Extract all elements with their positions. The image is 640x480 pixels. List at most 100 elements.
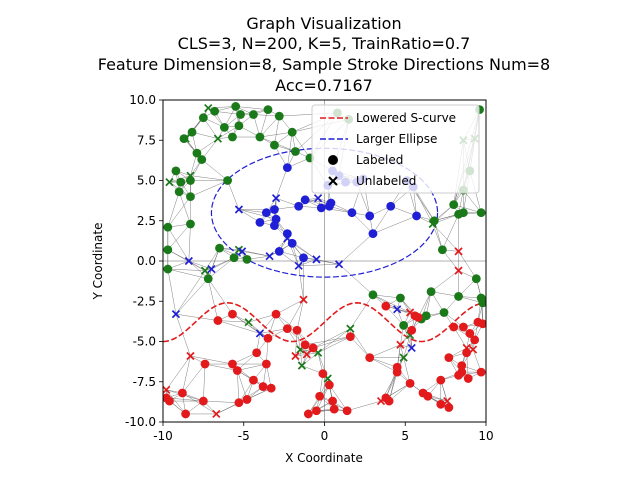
point-unlabeled-green [213, 134, 223, 143]
graph-edge [400, 344, 404, 358]
graph-edge [275, 313, 298, 331]
point-labeled-green [231, 102, 241, 111]
graph-edge [298, 265, 304, 300]
point-labeled-green [187, 127, 197, 137]
point-labeled-red [329, 404, 339, 414]
graph-edge [409, 335, 412, 348]
graph-edge [235, 106, 268, 110]
point-labeled-red [303, 409, 313, 419]
point-unlabeled-green [181, 134, 190, 143]
graph-edge [190, 180, 228, 197]
graph-edge [166, 355, 191, 390]
point-unlabeled-blue [265, 252, 274, 261]
point-labeled-red [181, 409, 191, 419]
graph-edge [167, 191, 180, 228]
graph-edge [167, 268, 206, 271]
graph-edge [351, 212, 374, 234]
point-unlabeled-red [443, 396, 452, 406]
graph-edge [238, 380, 254, 403]
point-labeled-red [252, 348, 262, 358]
point-labeled-green [439, 308, 449, 317]
point-labeled-red [476, 367, 486, 377]
point-unlabeled-green [186, 171, 195, 180]
graph-edge [295, 354, 307, 357]
graph-edge [338, 264, 374, 295]
point-labeled-red [242, 395, 252, 404]
point-labeled-red [405, 378, 415, 388]
legend-swatch-labeled [328, 155, 338, 165]
point-unlabeled-blue [283, 234, 292, 243]
point-labeled-green [163, 264, 173, 274]
point-unlabeled-blue [171, 310, 181, 319]
graph-edge [369, 357, 398, 373]
point-labeled-red [312, 406, 321, 416]
graph-edge [248, 313, 277, 323]
point-labeled-green [437, 245, 447, 255]
graph-edge [175, 314, 191, 357]
graph-edge [274, 116, 280, 146]
point-unlabeled-blue [407, 343, 416, 353]
point-labeled-red [457, 361, 467, 371]
graph-edge [192, 131, 218, 139]
graph-edge [259, 131, 293, 138]
point-labeled-red [198, 396, 208, 406]
point-labeled-green [421, 311, 431, 321]
graph-edge [291, 132, 311, 159]
point-labeled-red [324, 380, 334, 390]
point-labeled-blue [274, 246, 284, 256]
graph-edge [208, 257, 235, 279]
point-unlabeled-green [399, 353, 408, 362]
point-labeled-red [232, 366, 242, 375]
point-labeled-red [328, 396, 337, 406]
graph-edge [350, 328, 370, 358]
graph-edge [303, 257, 340, 265]
graph-edge [232, 352, 257, 365]
point-labeled-blue [368, 229, 378, 239]
graph-edge [305, 336, 351, 345]
chart-title: Graph Visualization CLS=3, N=200, K=5, T… [98, 14, 550, 95]
point-unlabeled-green [165, 178, 174, 187]
graph-edge [178, 191, 191, 225]
point-labeled-green [210, 106, 220, 116]
graph-edge [204, 247, 220, 271]
graph-edge [372, 215, 417, 234]
point-labeled-green [186, 219, 195, 229]
graph-edge [432, 223, 443, 250]
point-labeled-red [228, 359, 237, 369]
point-labeled-red [392, 367, 402, 377]
y-tick-label: 7.5 [137, 133, 156, 147]
point-labeled-red [345, 332, 355, 342]
graph-edge [432, 223, 459, 252]
graph-edge [217, 320, 260, 334]
point-labeled-red [261, 359, 271, 369]
title-line-1: Graph Visualization [246, 14, 401, 33]
point-labeled-green [229, 253, 239, 263]
point-unlabeled-blue [334, 260, 344, 269]
graph-edge [167, 268, 209, 279]
x-tick-label: 5 [401, 429, 409, 443]
point-labeled-green [192, 148, 202, 158]
point-labeled-red [249, 375, 258, 385]
point-unlabeled-blue [271, 194, 281, 203]
point-unlabeled-red [302, 350, 311, 359]
graph-edge [300, 349, 303, 366]
graph-edge [317, 336, 351, 353]
point-labeled-red [228, 309, 237, 319]
graph-edge [453, 204, 482, 213]
point-labeled-red [470, 335, 480, 345]
graph-edge [238, 209, 267, 213]
point-labeled-blue [300, 195, 310, 205]
point-labeled-green [234, 121, 244, 131]
graph-edge [237, 370, 240, 403]
graph-edge [275, 299, 304, 315]
graph-edge [237, 370, 248, 400]
graph-edge [372, 206, 391, 234]
point-labeled-green [476, 208, 486, 218]
point-unlabeled-blue [393, 305, 402, 314]
point-unlabeled-red [299, 295, 308, 304]
graph-edge [201, 159, 228, 181]
point-labeled-blue [326, 198, 336, 208]
point-labeled-green [242, 254, 252, 264]
point-labeled-blue [282, 229, 292, 239]
legend-box [311, 104, 480, 194]
